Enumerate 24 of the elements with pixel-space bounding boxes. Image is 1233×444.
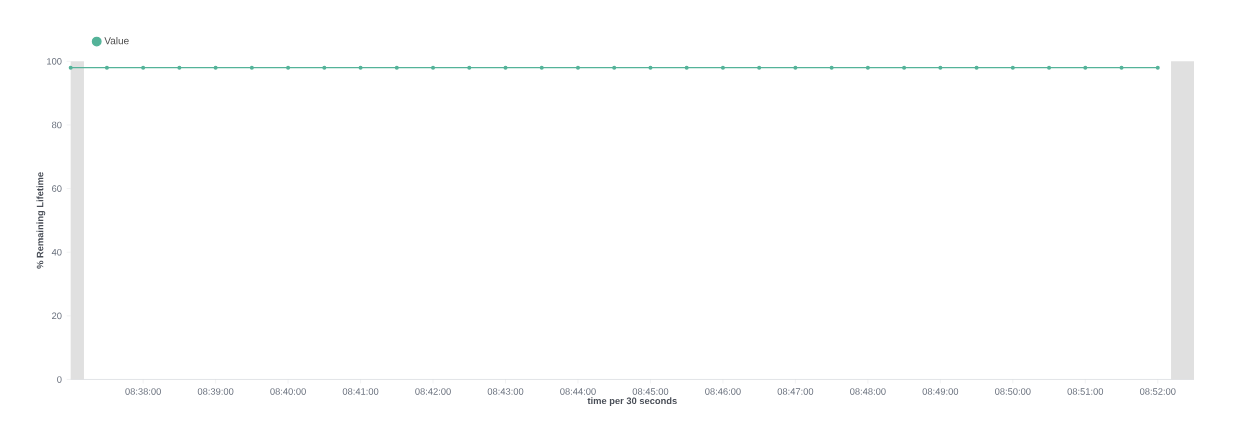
x-tick-label: 08:46:00 [705, 388, 741, 395]
x-tick-label: 08:45:00 [632, 388, 669, 395]
x-tick-label: 08:40:00 [270, 388, 306, 395]
x-tick-label: 08:48:00 [850, 388, 886, 395]
y-tick-label: 20 [52, 312, 62, 320]
x-tick-label: 08:49:00 [922, 388, 959, 395]
x-tick-label: 08:43:00 [487, 388, 524, 395]
x-tick-label: 08:51:00 [1067, 388, 1104, 395]
legend-label: Value [104, 36, 129, 45]
y-tick-label: 100 [47, 58, 62, 65]
x-axis-title: time per 30 seconds [587, 397, 677, 406]
y-tick-label: 0 [57, 376, 62, 383]
x-tick-label: 08:42:00 [415, 388, 451, 395]
x-tick-label: 08:41:00 [342, 388, 379, 395]
y-tick-label: 40 [51, 248, 62, 256]
x-tick-label: 08:50:00 [995, 388, 1031, 395]
x-tick-label: 08:47:00 [777, 388, 814, 395]
x-tick-label: 08:38:00 [125, 388, 161, 395]
y-tick-label: 80 [51, 121, 62, 129]
x-tick-label: 08:39:00 [197, 388, 234, 395]
x-tick-label: 08:44:00 [560, 388, 596, 395]
y-axis-title: % Remaining Lifetime [36, 172, 46, 269]
x-tick-label: 08:52:00 [1139, 388, 1176, 395]
y-tick-label: 60 [52, 185, 62, 192]
